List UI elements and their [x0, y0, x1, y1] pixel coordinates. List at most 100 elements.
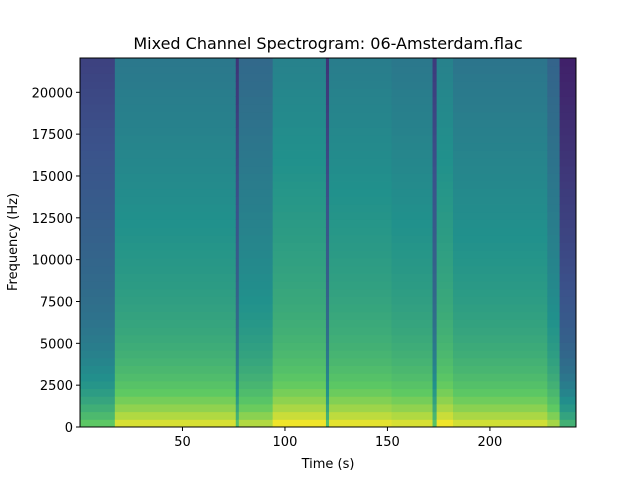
- spectrogram-cell: [436, 265, 454, 274]
- spectrogram-cell: [547, 388, 561, 397]
- spectrogram-cell: [272, 88, 327, 97]
- spectrogram-cell: [272, 219, 327, 228]
- spectrogram-cell: [114, 227, 237, 236]
- spectrogram-cell: [547, 127, 561, 136]
- spectrogram-cell: [114, 373, 237, 382]
- spectrogram-cell: [559, 342, 577, 351]
- spectrogram-cell: [114, 134, 237, 144]
- spectrogram-segment: [114, 58, 237, 428]
- spectrogram-cell: [80, 142, 116, 151]
- spectrogram-cell: [272, 304, 327, 313]
- spectrogram-cell: [547, 242, 561, 251]
- spectrogram-cell: [114, 242, 237, 251]
- spectrogram-cell: [329, 242, 393, 251]
- spectrogram-cell: [114, 280, 237, 290]
- spectrogram-cell: [559, 81, 577, 90]
- spectrogram-cell: [391, 296, 434, 305]
- spectrogram-cell: [436, 81, 454, 90]
- spectrogram-cell: [436, 119, 454, 128]
- spectrogram-cell: [391, 280, 434, 290]
- spectrogram-cell: [559, 327, 577, 336]
- spectrogram-cell: [272, 403, 327, 413]
- spectrogram-cell: [436, 411, 454, 420]
- spectrogram-cell: [453, 250, 548, 259]
- spectrogram-cell: [114, 142, 237, 151]
- spectrogram-cell: [453, 204, 548, 213]
- spectrogram-cell: [436, 165, 454, 174]
- spectrogram-cell: [453, 58, 548, 67]
- spectrogram-cell: [453, 165, 548, 174]
- spectrogram-cell: [238, 181, 274, 190]
- spectrogram-cell: [329, 134, 393, 144]
- spectrogram-cell: [238, 157, 274, 167]
- spectrogram-cell: [547, 380, 561, 390]
- spectrogram-cell: [80, 65, 116, 74]
- spectrogram-cell: [80, 211, 116, 220]
- spectrogram-cell: [325, 227, 330, 236]
- spectrogram-cell: [114, 304, 237, 313]
- spectrogram-cell: [391, 357, 434, 366]
- spectrogram-cell: [432, 188, 438, 197]
- spectrogram-cell: [272, 157, 327, 167]
- spectrogram-cell: [238, 142, 274, 151]
- spectrogram-cell: [453, 88, 548, 97]
- spectrogram-cell: [114, 127, 237, 136]
- spectrogram-cell: [235, 58, 240, 67]
- spectrogram-cell: [272, 104, 327, 113]
- spectrogram-cell: [325, 334, 330, 343]
- spectrogram-cell: [436, 257, 454, 267]
- spectrogram-cell: [325, 342, 330, 351]
- spectrogram-cell: [436, 419, 454, 428]
- spectrogram-cell: [559, 265, 577, 274]
- spectrogram-cell: [547, 65, 561, 74]
- spectrogram-cell: [272, 165, 327, 174]
- spectrogram-cell: [436, 127, 454, 136]
- spectrogram-cell: [453, 411, 548, 420]
- spectrogram-cell: [391, 365, 434, 374]
- spectrogram-cell: [436, 380, 454, 390]
- spectrogram-cell: [325, 165, 330, 174]
- spectrogram-cell: [329, 280, 393, 290]
- spectrogram-cell: [432, 242, 438, 251]
- spectrogram-cell: [547, 365, 561, 374]
- spectrogram-cell: [325, 73, 330, 82]
- spectrogram-cell: [391, 288, 434, 297]
- spectrogram-cell: [114, 88, 237, 97]
- spectrogram-cell: [432, 181, 438, 190]
- spectrogram-cell: [547, 150, 561, 159]
- spectrogram-cell: [436, 280, 454, 290]
- spectrogram-cell: [436, 173, 454, 182]
- spectrogram-cell: [559, 350, 577, 359]
- spectrogram-cell: [559, 157, 577, 167]
- spectrogram-cell: [329, 150, 393, 159]
- spectrogram-cell: [432, 165, 438, 174]
- spectrogram-cell: [238, 373, 274, 382]
- spectrogram-cell: [272, 119, 327, 128]
- spectrogram-cell: [329, 304, 393, 313]
- spectrogram-cell: [325, 142, 330, 151]
- spectrogram-cell: [325, 173, 330, 182]
- spectrogram-cell: [559, 142, 577, 151]
- spectrogram-cell: [235, 296, 240, 305]
- spectrogram-cell: [547, 373, 561, 382]
- spectrogram-cell: [80, 327, 116, 336]
- spectrogram-cell: [432, 334, 438, 343]
- spectrogram-cell: [453, 150, 548, 159]
- spectrogram-cell: [547, 265, 561, 274]
- y-tick-label: 17500: [32, 128, 73, 143]
- spectrogram-cell: [547, 273, 561, 282]
- spectrogram-cell: [329, 334, 393, 343]
- spectrogram-cell: [329, 396, 393, 405]
- spectrogram-cell: [559, 111, 577, 120]
- spectrogram-cell: [391, 327, 434, 336]
- spectrogram-cell: [547, 296, 561, 305]
- spectrogram-segment: [325, 58, 330, 428]
- spectrogram-cell: [114, 319, 237, 328]
- spectrogram-cell: [559, 296, 577, 305]
- spectrogram-cell: [272, 134, 327, 144]
- spectrogram-cell: [235, 173, 240, 182]
- spectrogram-cell: [559, 165, 577, 174]
- spectrogram-cell: [235, 365, 240, 374]
- spectrogram-cell: [80, 403, 116, 413]
- spectrogram-cell: [272, 73, 327, 82]
